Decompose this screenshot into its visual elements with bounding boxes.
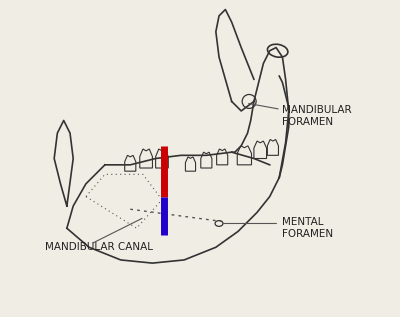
Text: MANDIBULAR CANAL: MANDIBULAR CANAL xyxy=(45,242,153,252)
Text: MANDIBULAR
FORAMEN: MANDIBULAR FORAMEN xyxy=(282,105,352,126)
Text: MENTAL
FORAMEN: MENTAL FORAMEN xyxy=(282,217,334,239)
